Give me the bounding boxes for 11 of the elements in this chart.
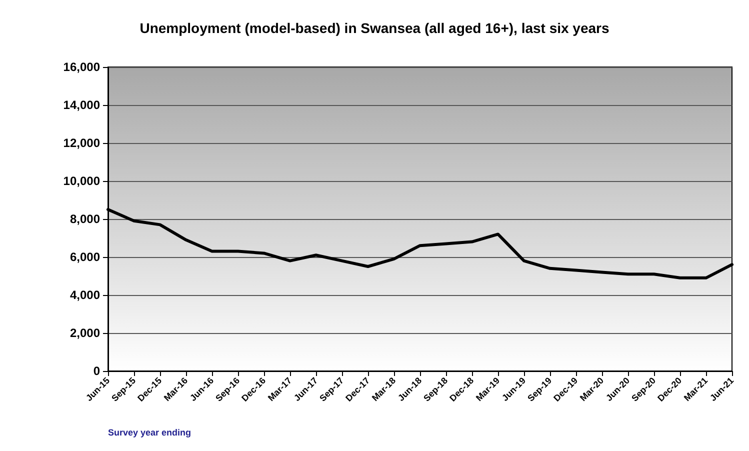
y-tick-label: 14,000 — [63, 98, 100, 112]
y-tick-label: 4,000 — [70, 288, 100, 302]
y-tick-label: 16,000 — [63, 60, 100, 74]
y-tick-label: 0 — [93, 364, 100, 378]
chart-title: Unemployment (model-based) in Swansea (all aged 16+), last six years — [140, 20, 610, 36]
y-tick-label: 12,000 — [63, 136, 100, 150]
y-tick-label: 10,000 — [63, 174, 100, 188]
y-tick-label: 2,000 — [70, 326, 100, 340]
text: Survey year ending — [108, 428, 192, 438]
y-tick-label: 8,000 — [70, 212, 100, 226]
y-tick-label: 6,000 — [70, 250, 100, 264]
